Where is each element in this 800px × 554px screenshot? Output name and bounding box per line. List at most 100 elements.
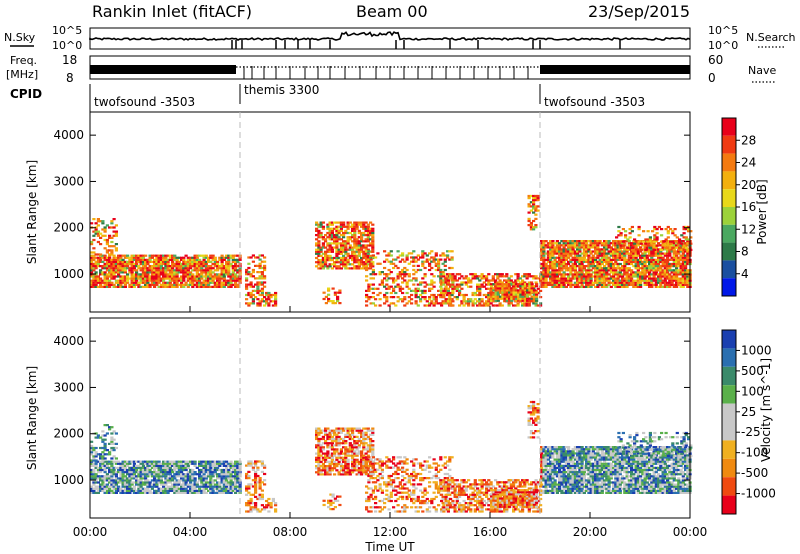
heatmap-cell bbox=[600, 252, 604, 255]
heatmap-cell bbox=[650, 248, 654, 251]
heatmap-cell bbox=[439, 268, 443, 272]
heatmap-cell bbox=[596, 271, 600, 274]
heatmap-cell bbox=[464, 283, 468, 286]
heatmap-cell bbox=[369, 302, 373, 305]
heatmap-cell bbox=[204, 267, 208, 270]
heatmap-cell bbox=[263, 264, 267, 267]
heatmap-cell bbox=[218, 273, 222, 276]
heatmap-cell bbox=[112, 468, 116, 472]
heatmap-cell bbox=[123, 487, 127, 490]
heatmap-cell bbox=[625, 262, 629, 266]
heatmap-cell bbox=[578, 260, 582, 263]
heatmap-cell bbox=[661, 252, 665, 255]
heatmap-cell bbox=[114, 275, 118, 278]
heatmap-cell bbox=[153, 464, 157, 467]
heatmap-cell bbox=[423, 291, 427, 295]
heatmap-cell bbox=[498, 289, 502, 292]
heatmap-cell bbox=[220, 475, 224, 478]
heatmap-cell bbox=[648, 238, 652, 241]
heatmap-cell bbox=[458, 304, 462, 307]
heatmap-cell bbox=[173, 460, 177, 463]
heatmap-cell bbox=[209, 269, 213, 272]
heatmap-cell bbox=[216, 485, 220, 488]
heatmap-cell bbox=[218, 267, 222, 270]
heatmap-cell bbox=[130, 260, 134, 263]
heatmap-cell bbox=[162, 485, 166, 488]
heatmap-cell bbox=[144, 473, 148, 476]
heatmap-cell bbox=[444, 285, 448, 288]
heatmap-cell bbox=[222, 269, 226, 272]
heatmap-cell bbox=[148, 265, 152, 268]
heatmap-cell bbox=[430, 273, 434, 276]
heatmap-cell bbox=[150, 269, 154, 272]
heatmap-cell bbox=[467, 302, 471, 305]
heatmap-cell bbox=[218, 258, 222, 261]
heatmap-cell bbox=[114, 460, 118, 463]
heatmap-cell bbox=[90, 271, 94, 274]
heatmap-cell bbox=[153, 466, 157, 469]
heatmap-cell bbox=[90, 240, 94, 244]
heatmap-cell bbox=[96, 218, 100, 221]
heatmap-cell bbox=[324, 252, 328, 255]
heatmap-cell bbox=[394, 258, 398, 261]
heatmap-cell bbox=[407, 273, 411, 276]
heatmap-cell bbox=[119, 275, 123, 278]
heatmap-cell bbox=[564, 244, 568, 247]
heatmap-cell bbox=[618, 262, 622, 266]
heatmap-cell bbox=[621, 244, 625, 247]
heatmap-cell bbox=[578, 250, 582, 253]
heatmap-cell bbox=[523, 275, 527, 278]
heatmap-cell bbox=[403, 279, 407, 282]
heatmap-cell bbox=[351, 229, 355, 232]
heatmap-cell bbox=[494, 289, 498, 292]
heatmap-cell bbox=[544, 246, 548, 249]
heatmap-cell bbox=[612, 275, 616, 278]
heatmap-cell bbox=[551, 242, 555, 245]
heatmap-cell bbox=[360, 238, 364, 241]
heatmap-cell bbox=[204, 481, 208, 484]
heatmap-cell bbox=[99, 285, 103, 288]
heatmap-cell bbox=[496, 283, 500, 286]
heatmap-cell bbox=[555, 260, 559, 263]
heatmap-cell bbox=[353, 234, 357, 237]
heatmap-cell bbox=[648, 275, 652, 278]
heatmap-cell bbox=[587, 279, 591, 282]
heatmap-cell bbox=[227, 285, 231, 288]
heatmap-cell bbox=[505, 279, 509, 282]
heatmap-cell bbox=[558, 260, 562, 263]
heatmap-cell bbox=[580, 260, 584, 263]
heatmap-cell bbox=[231, 466, 235, 469]
heatmap-cell bbox=[630, 242, 634, 245]
heatmap-cell bbox=[130, 267, 134, 270]
heatmap-cell bbox=[654, 267, 658, 270]
heatmap-cell bbox=[686, 271, 690, 274]
heatmap-cell bbox=[317, 267, 321, 270]
heatmap-cell bbox=[175, 281, 179, 284]
heatmap-cell bbox=[441, 271, 445, 274]
heatmap-cell bbox=[385, 279, 389, 282]
heatmap-cell bbox=[189, 273, 193, 276]
heatmap-cell bbox=[564, 248, 568, 251]
heatmap-cell bbox=[645, 279, 649, 282]
heatmap-cell bbox=[668, 250, 672, 253]
heatmap-cell bbox=[173, 262, 177, 266]
heatmap-cell bbox=[551, 271, 555, 274]
heatmap-cell bbox=[523, 283, 527, 286]
heatmap-cell bbox=[117, 260, 121, 263]
heatmap-cell bbox=[105, 238, 109, 242]
heatmap-cell bbox=[519, 287, 523, 290]
heatmap-cell bbox=[251, 300, 255, 303]
heatmap-cell bbox=[494, 279, 498, 282]
heatmap-cell bbox=[326, 254, 330, 257]
heatmap-cell bbox=[348, 231, 352, 235]
nsearch-label: N.Search bbox=[746, 31, 796, 44]
heatmap-cell bbox=[580, 244, 584, 247]
heatmap-cell bbox=[132, 485, 136, 488]
heatmap-cell bbox=[535, 299, 539, 302]
heatmap-cell bbox=[668, 279, 672, 282]
heatmap-cell bbox=[440, 304, 444, 307]
heatmap-cell bbox=[594, 265, 598, 268]
heatmap-cell bbox=[159, 283, 163, 286]
heatmap-cell bbox=[675, 260, 679, 263]
heatmap-cell bbox=[263, 277, 267, 280]
